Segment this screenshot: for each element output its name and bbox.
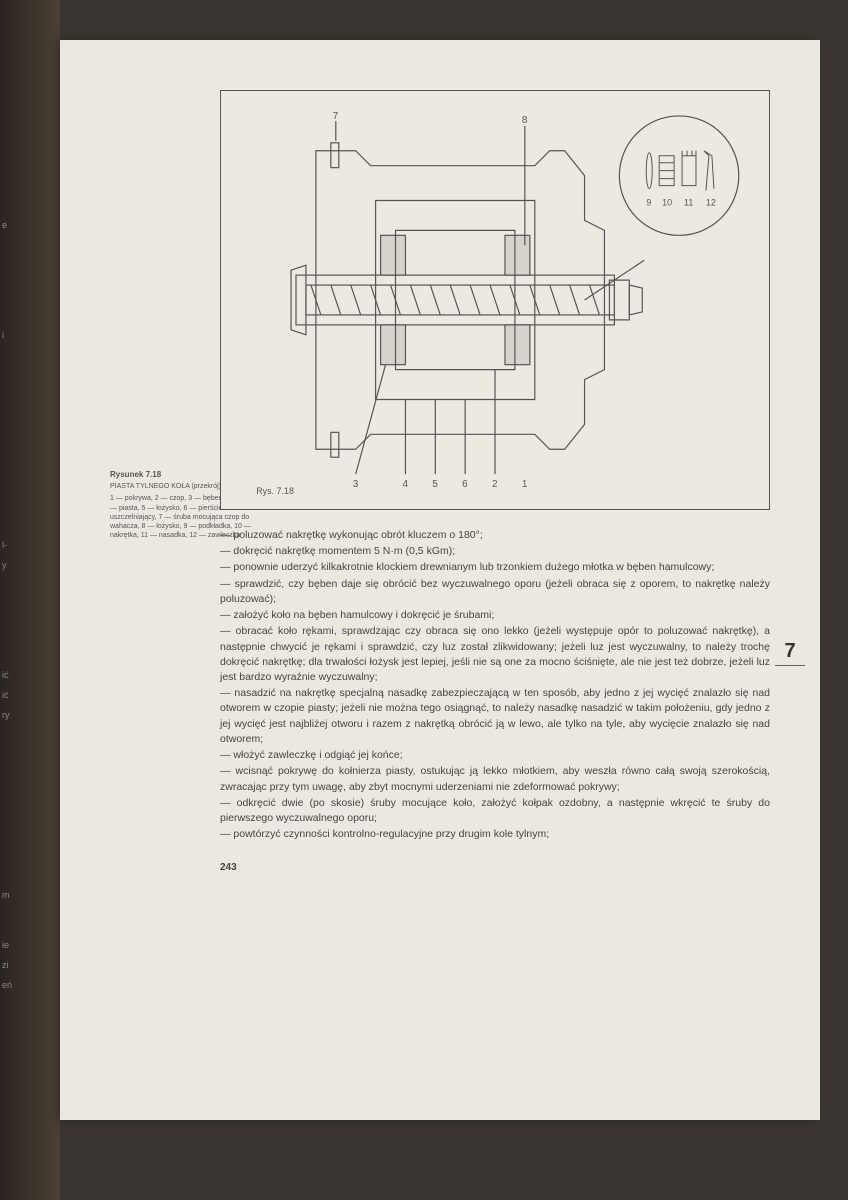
edge-text-fragment: l- [2,540,7,550]
diagram-label-5: 5 [432,479,438,490]
diagram-label-7: 7 [333,111,339,122]
diagram-label-6: 6 [462,479,468,490]
instruction-line: — obracać koło rękami, sprawdzając czy o… [220,624,770,685]
figure-inline-label: Rys. 7.18 [256,486,294,496]
edge-text-fragment: ić [2,690,9,700]
instruction-line: — włożyć zawleczkę i odgiąć jej końce; [220,748,770,763]
diagram-label-2: 2 [492,479,498,490]
edge-text-fragment: ić [2,670,9,680]
instruction-line: — powtórzyć czynności kontrolno-regulacy… [220,827,770,842]
edge-text-fragment: m [2,890,10,900]
technical-diagram-frame: 7 4 5 6 3 2 1 8 [220,90,770,510]
content-region: Rysunek 7.18 PIASTA TYLNEGO KOŁA (przekr… [60,40,820,903]
instruction-text-block: — poluzować nakrętkę wykonując obrót klu… [220,528,770,842]
detail-label-11: 11 [684,197,693,207]
hub-cross-section-diagram: 7 4 5 6 3 2 1 8 [231,101,759,499]
diagram-label-4: 4 [402,479,408,490]
detail-label-12: 12 [706,197,716,207]
detail-label-10: 10 [662,197,672,207]
edge-text-fragment: i [2,330,4,340]
diagram-label-8: 8 [522,115,528,126]
instruction-line: — wcisnąć pokrywę do kołnierza piasty, o… [220,764,770,794]
previous-page-edge: e i l- y ić ić ry m ie zi eń [0,0,28,1200]
diagram-label-1: 1 [522,479,528,490]
instruction-line: — sprawdzić, czy bęben daje się obrócić … [220,577,770,607]
instruction-line: — ponownie uderzyć kilkakrotnie klockiem… [220,560,770,575]
instruction-line: — nasadzić na nakrętkę specjalną nasadkę… [220,686,770,747]
instruction-line: — poluzować nakrętkę wykonując obrót klu… [220,528,770,543]
instruction-line: — założyć koło na bęben hamulcowy i dokr… [220,608,770,623]
edge-text-fragment: zi [2,960,9,970]
instruction-line: — dokręcić nakrętkę momentem 5 N·m (0,5 … [220,544,770,559]
chapter-tab-number: 7 [775,640,805,666]
edge-text-fragment: e [2,220,7,230]
edge-text-fragment: ry [2,710,10,720]
edge-text-fragment: eń [2,980,12,990]
page-number: 243 [220,862,770,873]
edge-text-fragment: y [2,560,7,570]
page-surface: Rysunek 7.18 PIASTA TYLNEGO KOŁA (przekr… [60,40,820,1120]
diagram-label-3: 3 [353,479,359,490]
edge-text-fragment: ie [2,940,9,950]
detail-label-9: 9 [646,197,651,207]
instruction-line: — odkręcić dwie (po skosie) śruby mocują… [220,796,770,826]
